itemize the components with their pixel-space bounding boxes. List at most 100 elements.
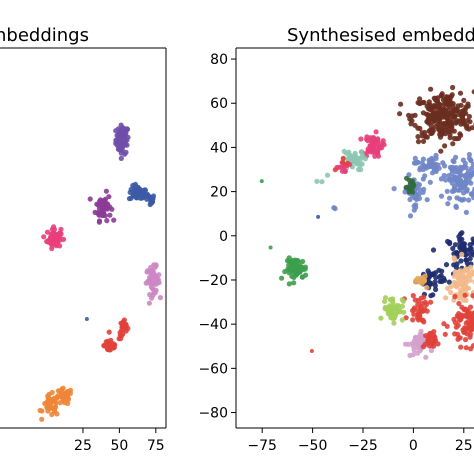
scatter-point <box>370 135 377 141</box>
scatter-point <box>424 285 430 291</box>
scatter-point <box>444 127 451 133</box>
scatter-point <box>448 284 454 290</box>
scatter-point <box>460 157 466 163</box>
scatter-point <box>382 298 388 304</box>
scatter-point <box>397 111 403 117</box>
scatter-point <box>293 263 299 269</box>
scatter-point <box>443 177 449 183</box>
x-tick-label: −25 <box>348 438 378 454</box>
scatter-point <box>415 125 421 131</box>
scatter-point <box>458 316 464 322</box>
scatter-point <box>362 156 368 162</box>
scatter-point <box>44 399 50 406</box>
scatter-point <box>146 194 153 200</box>
scatter-point <box>39 416 45 422</box>
synthesised-embeddings-panel: Synthesised embedd −75 −50 −25 0 25 80 60 40 20 0… <box>198 25 474 454</box>
scatter-point <box>458 172 464 178</box>
scatter-point <box>120 125 126 131</box>
scatter-point <box>471 316 474 322</box>
scatter-point <box>454 261 460 267</box>
scatter-point <box>461 97 467 103</box>
scatter-point <box>118 155 124 161</box>
scatter-point <box>358 167 364 173</box>
scatter-point <box>302 266 308 272</box>
scatter-point <box>442 143 448 149</box>
scatter-point <box>458 287 464 293</box>
scatter-point <box>359 161 365 167</box>
scatter-point <box>99 212 106 219</box>
scatter-point <box>466 113 472 120</box>
scatter-point <box>432 114 438 120</box>
x-tick-label: 0 <box>409 438 418 454</box>
scatter-point <box>371 148 377 154</box>
scatter-point <box>407 352 413 359</box>
scatter-point <box>451 159 457 165</box>
scatter-point <box>51 395 57 401</box>
scatter-point <box>117 131 123 137</box>
scatter-point <box>456 335 462 341</box>
scatter-point <box>430 271 436 277</box>
scatter-point <box>457 90 464 96</box>
scatter-point <box>415 312 421 318</box>
scatter-point <box>469 125 474 131</box>
scatter-point <box>268 245 273 250</box>
scatter-point <box>452 269 458 275</box>
scatter-point <box>259 179 264 184</box>
scatter-point <box>468 273 474 279</box>
scatter-point <box>289 260 295 266</box>
scatter-point <box>419 301 425 307</box>
scatter-point <box>443 262 450 268</box>
scatter-point <box>439 91 445 97</box>
left-scatter-points <box>37 122 163 422</box>
scatter-point <box>457 118 463 124</box>
scatter-point <box>446 103 452 109</box>
scatter-point <box>100 205 106 211</box>
scatter-point <box>446 279 452 285</box>
scatter-point <box>415 134 421 140</box>
scatter-point <box>433 152 439 158</box>
scatter-point <box>403 315 409 321</box>
scatter-point <box>451 135 457 142</box>
scatter-point <box>442 163 448 169</box>
scatter-point <box>468 165 474 172</box>
y-tick-label: 0 <box>219 229 228 245</box>
scatter-point <box>375 148 381 154</box>
scatter-point <box>152 264 158 270</box>
scatter-point <box>428 281 434 287</box>
scatter-point <box>84 317 89 321</box>
scatter-point <box>447 164 453 171</box>
scatter-point <box>448 289 454 295</box>
y-tick-label: −20 <box>198 273 228 289</box>
scatter-point <box>468 157 474 163</box>
scatter-point <box>122 151 128 157</box>
scatter-point <box>146 300 152 306</box>
scatter-point <box>293 267 299 274</box>
scatter-point <box>435 341 441 347</box>
scatter-point <box>463 209 469 215</box>
scatter-point <box>128 195 134 201</box>
scatter-point <box>352 153 358 159</box>
scatter-point <box>401 309 407 315</box>
scatter-point <box>453 324 459 330</box>
scatter-point <box>49 389 55 396</box>
scatter-point <box>437 113 443 119</box>
scatter-point <box>459 304 465 310</box>
scatter-point <box>60 236 67 242</box>
scatter-point <box>438 129 444 135</box>
scatter-point <box>460 297 467 303</box>
scatter-point <box>380 140 386 146</box>
scatter-point <box>299 274 305 280</box>
scatter-point <box>391 320 397 326</box>
scatter-point <box>423 354 429 360</box>
scatter-point <box>449 92 455 98</box>
scatter-point <box>457 131 463 137</box>
y-tick-label: 80 <box>210 52 228 68</box>
scatter-point <box>449 171 455 177</box>
y-tick-label: −60 <box>198 361 228 377</box>
scatter-point <box>441 109 447 115</box>
scatter-point <box>142 187 148 193</box>
scatter-point <box>443 94 450 100</box>
scatter-point <box>453 154 459 160</box>
scatter-point <box>452 294 458 300</box>
scatter-point <box>416 191 422 197</box>
